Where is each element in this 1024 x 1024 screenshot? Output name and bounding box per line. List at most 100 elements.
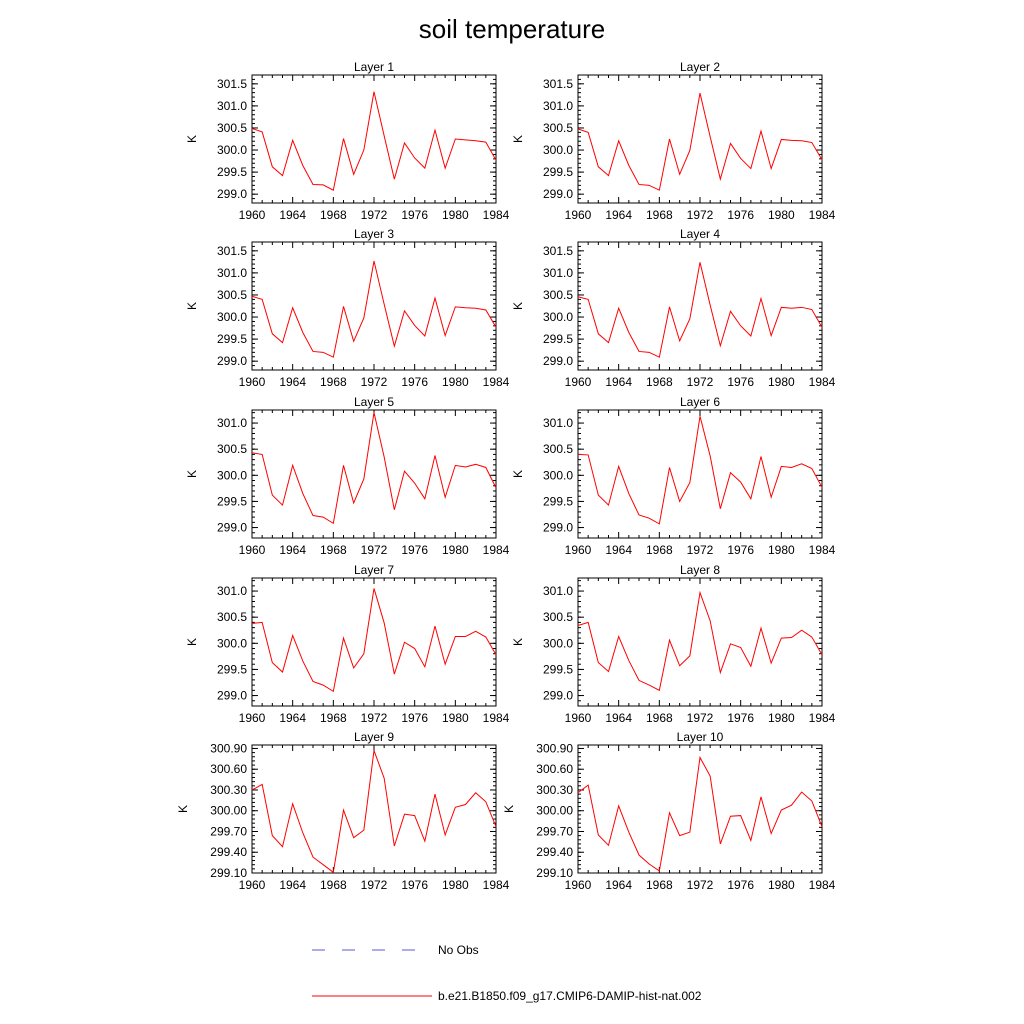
panel-title: Layer 9 bbox=[354, 730, 394, 744]
series-line bbox=[577, 416, 823, 525]
y-tick-label: 300.60 bbox=[536, 762, 573, 776]
y-tick-label: 300.5 bbox=[217, 442, 247, 456]
panel-title: Layer 10 bbox=[677, 730, 724, 744]
y-tick-label: 300.30 bbox=[210, 783, 247, 797]
y-axis-label: K bbox=[185, 135, 199, 143]
panel-title: Layer 8 bbox=[680, 563, 720, 577]
y-tick-label: 300.5 bbox=[543, 610, 573, 624]
x-tick-label: 1976 bbox=[401, 543, 428, 557]
x-tick-label: 1968 bbox=[646, 878, 673, 892]
y-tick-label: 300.0 bbox=[217, 468, 247, 482]
x-tick-label: 1984 bbox=[809, 878, 836, 892]
x-tick-label: 1964 bbox=[279, 543, 306, 557]
x-tick-label: 1964 bbox=[605, 878, 632, 892]
y-axis-label: K bbox=[511, 302, 525, 310]
y-axis-label: K bbox=[185, 638, 199, 646]
x-tick-label: 1960 bbox=[239, 208, 266, 222]
chart-panel-8: Layer 8 K 1960 1964 1968 1972 1976 1980 1984 299.… bbox=[511, 563, 836, 725]
x-tick-label: 1976 bbox=[401, 208, 428, 222]
panel-title: Layer 7 bbox=[354, 563, 394, 577]
y-tick-label: 299.0 bbox=[217, 354, 247, 368]
x-tick-label: 1968 bbox=[646, 711, 673, 725]
plot-frame bbox=[251, 409, 497, 539]
x-tick-label: 1972 bbox=[361, 208, 388, 222]
x-tick-label: 1972 bbox=[687, 711, 714, 725]
plot-frame bbox=[577, 577, 823, 707]
x-tick-label: 1980 bbox=[442, 543, 469, 557]
x-tick-label: 1968 bbox=[320, 711, 347, 725]
plot-frame bbox=[577, 744, 823, 874]
panel-title: Layer 6 bbox=[680, 395, 720, 409]
y-tick-label: 299.40 bbox=[536, 845, 573, 859]
y-tick-label: 300.0 bbox=[217, 143, 247, 157]
x-tick-label: 1976 bbox=[727, 375, 754, 389]
series-line bbox=[251, 412, 497, 525]
y-tick-label: 299.0 bbox=[543, 354, 573, 368]
y-tick-label: 300.0 bbox=[217, 310, 247, 324]
y-tick-label: 299.40 bbox=[210, 845, 247, 859]
y-tick-label: 301.0 bbox=[543, 416, 573, 430]
x-tick-label: 1972 bbox=[687, 543, 714, 557]
y-tick-label: 300.60 bbox=[210, 762, 247, 776]
series-line bbox=[577, 262, 823, 358]
series-line bbox=[577, 590, 823, 692]
x-tick-label: 1976 bbox=[401, 711, 428, 725]
y-tick-label: 299.5 bbox=[543, 494, 573, 508]
x-tick-label: 1972 bbox=[361, 711, 388, 725]
x-tick-label: 1964 bbox=[605, 375, 632, 389]
x-tick-label: 1960 bbox=[239, 711, 266, 725]
y-tick-label: 301.0 bbox=[217, 266, 247, 280]
x-tick-label: 1964 bbox=[279, 878, 306, 892]
y-tick-label: 299.0 bbox=[543, 521, 573, 535]
y-tick-label: 301.0 bbox=[543, 99, 573, 113]
x-tick-label: 1960 bbox=[239, 375, 266, 389]
x-tick-label: 1976 bbox=[727, 208, 754, 222]
x-tick-label: 1980 bbox=[768, 711, 795, 725]
y-tick-label: 300.5 bbox=[217, 610, 247, 624]
x-tick-label: 1968 bbox=[320, 878, 347, 892]
x-tick-label: 1976 bbox=[401, 375, 428, 389]
chart-panel-9: Layer 9 K 1960 1964 1968 1972 1976 1980 1984 299.… bbox=[176, 730, 510, 892]
y-tick-label: 300.00 bbox=[210, 804, 247, 818]
y-tick-label: 301.0 bbox=[543, 266, 573, 280]
y-tick-label: 301.5 bbox=[543, 244, 573, 258]
x-tick-label: 1964 bbox=[605, 543, 632, 557]
x-tick-label: 1960 bbox=[565, 711, 592, 725]
y-axis-label: K bbox=[511, 470, 525, 478]
x-tick-label: 1984 bbox=[809, 711, 836, 725]
y-tick-label: 299.5 bbox=[217, 662, 247, 676]
y-tick-label: 299.0 bbox=[543, 689, 573, 703]
x-tick-label: 1980 bbox=[442, 208, 469, 222]
panel-title: Layer 3 bbox=[354, 227, 394, 241]
x-tick-label: 1984 bbox=[483, 878, 510, 892]
y-tick-label: 301.0 bbox=[543, 584, 573, 598]
chart-panel-4: Layer 4 K 1960 1964 1968 1972 1976 1980 1984 299.… bbox=[511, 227, 836, 389]
x-tick-label: 1980 bbox=[442, 711, 469, 725]
x-tick-label: 1984 bbox=[483, 375, 510, 389]
panel-title: Layer 5 bbox=[354, 395, 394, 409]
y-axis-label: K bbox=[502, 805, 516, 813]
series-line bbox=[251, 91, 497, 191]
x-tick-label: 1984 bbox=[483, 711, 510, 725]
series-line bbox=[251, 588, 497, 693]
x-tick-label: 1984 bbox=[809, 375, 836, 389]
y-tick-label: 300.5 bbox=[543, 121, 573, 135]
y-tick-label: 299.70 bbox=[536, 824, 573, 838]
y-axis-label: K bbox=[176, 805, 190, 813]
x-tick-label: 1980 bbox=[768, 208, 795, 222]
chart-panel-10: Layer 10 K 1960 1964 1968 1972 1976 1980 1984 299… bbox=[502, 730, 836, 892]
y-tick-label: 300.5 bbox=[543, 288, 573, 302]
x-tick-label: 1984 bbox=[809, 208, 836, 222]
x-tick-label: 1980 bbox=[768, 878, 795, 892]
chart-panel-6: Layer 6 K 1960 1964 1968 1972 1976 1980 1984 299.… bbox=[511, 395, 836, 557]
x-tick-label: 1984 bbox=[483, 208, 510, 222]
x-tick-label: 1976 bbox=[401, 878, 428, 892]
x-tick-label: 1972 bbox=[687, 375, 714, 389]
y-tick-label: 300.5 bbox=[217, 121, 247, 135]
y-tick-label: 301.5 bbox=[543, 77, 573, 91]
x-tick-label: 1972 bbox=[687, 208, 714, 222]
x-tick-label: 1960 bbox=[565, 208, 592, 222]
x-tick-label: 1976 bbox=[727, 543, 754, 557]
x-tick-label: 1964 bbox=[605, 208, 632, 222]
plot-frame bbox=[577, 241, 823, 371]
